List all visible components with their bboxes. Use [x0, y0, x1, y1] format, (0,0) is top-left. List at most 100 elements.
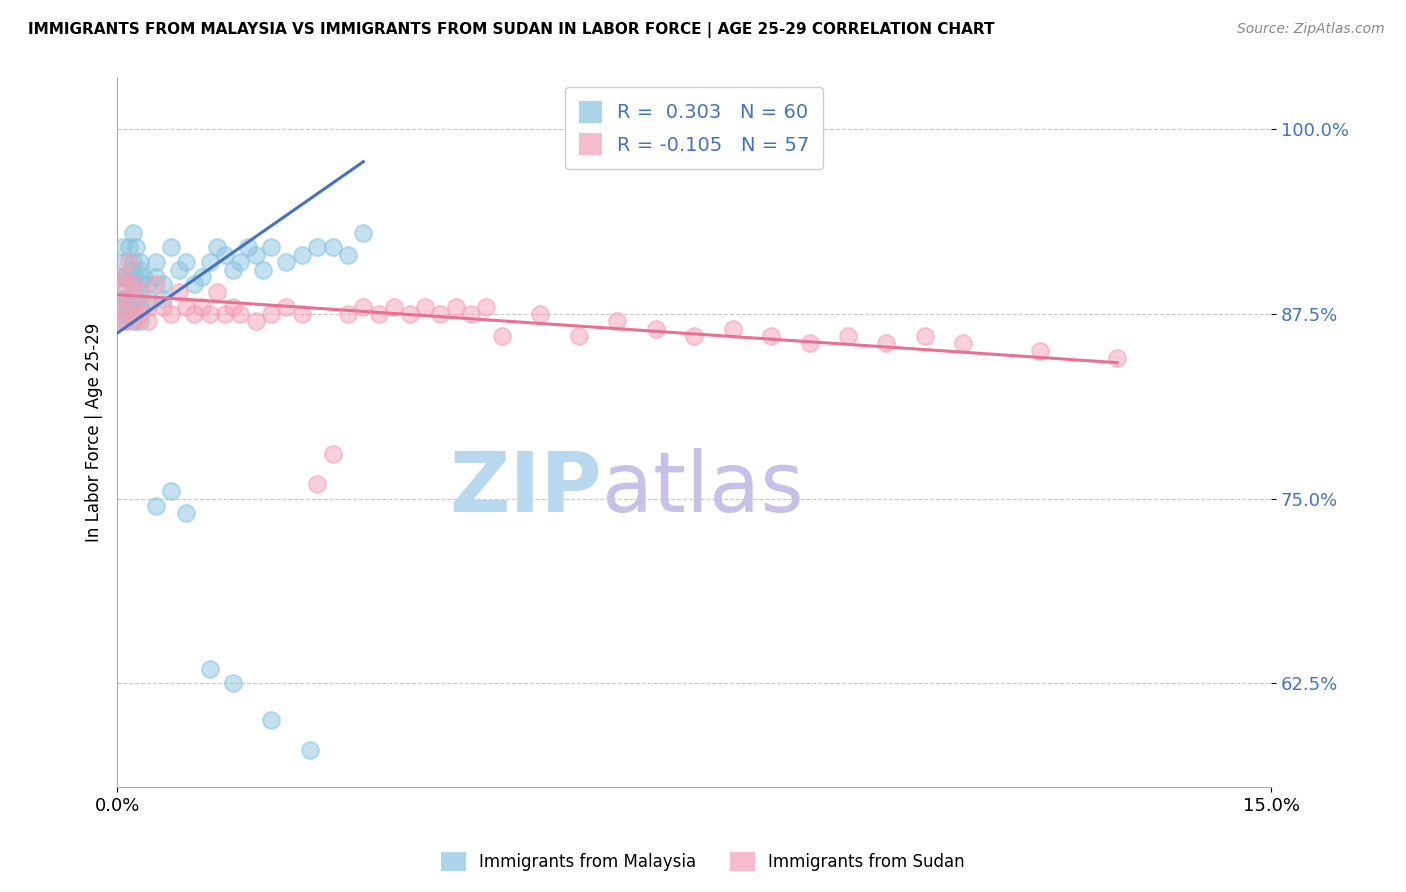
Immigrants from Sudan	[606, 314, 628, 328]
Text: ZIP: ZIP	[450, 449, 602, 529]
Immigrants from Malaysia	[236, 240, 259, 254]
Immigrants from Sudan	[160, 307, 183, 321]
Immigrants from Malaysia	[114, 307, 136, 321]
Immigrants from Sudan	[683, 329, 706, 343]
Immigrants from Sudan	[145, 277, 167, 292]
Immigrants from Malaysia	[352, 226, 374, 240]
Immigrants from Sudan	[568, 329, 591, 343]
Immigrants from Malaysia	[129, 300, 152, 314]
Immigrants from Malaysia	[115, 292, 138, 306]
Immigrants from Malaysia	[114, 277, 136, 292]
Immigrants from Malaysia	[121, 314, 143, 328]
Immigrants from Sudan	[221, 300, 243, 314]
Immigrants from Sudan	[121, 300, 143, 314]
Immigrants from Sudan	[336, 307, 359, 321]
Immigrants from Malaysia	[183, 277, 205, 292]
Immigrants from Malaysia	[167, 262, 190, 277]
Immigrants from Sudan	[1107, 351, 1129, 366]
Immigrants from Sudan	[875, 336, 897, 351]
Immigrants from Malaysia	[307, 240, 329, 254]
Immigrants from Sudan	[110, 314, 132, 328]
Immigrants from Malaysia	[112, 240, 135, 254]
Immigrants from Malaysia	[198, 662, 221, 676]
Immigrants from Sudan	[491, 329, 513, 343]
Immigrants from Sudan	[229, 307, 252, 321]
Immigrants from Malaysia	[229, 255, 252, 269]
Immigrants from Sudan	[260, 307, 283, 321]
Immigrants from Sudan	[1029, 343, 1052, 358]
Immigrants from Malaysia	[245, 248, 267, 262]
Immigrants from Sudan	[952, 336, 974, 351]
Immigrants from Malaysia	[221, 262, 243, 277]
Immigrants from Malaysia	[221, 676, 243, 690]
Immigrants from Sudan	[444, 300, 467, 314]
Text: atlas: atlas	[602, 449, 804, 529]
Immigrants from Malaysia	[276, 255, 298, 269]
Immigrants from Malaysia	[114, 314, 136, 328]
Immigrants from Malaysia	[160, 484, 183, 499]
Immigrants from Sudan	[205, 285, 228, 299]
Immigrants from Malaysia	[322, 240, 344, 254]
Immigrants from Malaysia	[108, 300, 131, 314]
Immigrants from Sudan	[382, 300, 405, 314]
Immigrants from Malaysia	[125, 240, 148, 254]
Immigrants from Sudan	[121, 277, 143, 292]
Immigrants from Sudan	[136, 300, 159, 314]
Immigrants from Malaysia	[176, 255, 198, 269]
Immigrants from Sudan	[152, 300, 174, 314]
Immigrants from Malaysia	[214, 248, 236, 262]
Immigrants from Malaysia	[129, 314, 152, 328]
Immigrants from Malaysia	[136, 292, 159, 306]
Immigrants from Malaysia	[120, 262, 142, 277]
Immigrants from Malaysia	[152, 292, 174, 306]
Immigrants from Malaysia	[145, 269, 167, 284]
Immigrants from Sudan	[245, 314, 267, 328]
Immigrants from Malaysia	[129, 255, 152, 269]
Legend: Immigrants from Malaysia, Immigrants from Sudan: Immigrants from Malaysia, Immigrants fro…	[433, 843, 973, 880]
Immigrants from Malaysia	[198, 255, 221, 269]
Immigrants from Malaysia	[118, 240, 141, 254]
Immigrants from Sudan	[167, 285, 190, 299]
Immigrants from Malaysia	[114, 255, 136, 269]
Immigrants from Malaysia	[291, 248, 314, 262]
Text: IMMIGRANTS FROM MALAYSIA VS IMMIGRANTS FROM SUDAN IN LABOR FORCE | AGE 25-29 COR: IMMIGRANTS FROM MALAYSIA VS IMMIGRANTS F…	[28, 22, 994, 38]
Immigrants from Malaysia	[260, 714, 283, 728]
Immigrants from Malaysia	[118, 300, 141, 314]
Text: Source: ZipAtlas.com: Source: ZipAtlas.com	[1237, 22, 1385, 37]
Immigrants from Sudan	[114, 277, 136, 292]
Immigrants from Malaysia	[121, 255, 143, 269]
Immigrants from Malaysia	[298, 743, 321, 757]
Immigrants from Sudan	[644, 321, 666, 335]
Immigrants from Malaysia	[122, 269, 145, 284]
Immigrants from Sudan	[176, 300, 198, 314]
Immigrants from Sudan	[136, 314, 159, 328]
Immigrants from Malaysia	[110, 269, 132, 284]
Immigrants from Sudan	[413, 300, 436, 314]
Immigrants from Malaysia	[121, 277, 143, 292]
Immigrants from Sudan	[198, 307, 221, 321]
Immigrants from Malaysia	[205, 240, 228, 254]
Legend: R =  0.303   N = 60, R = -0.105   N = 57: R = 0.303 N = 60, R = -0.105 N = 57	[565, 87, 824, 169]
Immigrants from Sudan	[307, 476, 329, 491]
Immigrants from Malaysia	[152, 277, 174, 292]
Immigrants from Malaysia	[121, 300, 143, 314]
Y-axis label: In Labor Force | Age 25-29: In Labor Force | Age 25-29	[86, 323, 103, 541]
Immigrants from Sudan	[475, 300, 498, 314]
Immigrants from Sudan	[114, 300, 136, 314]
Immigrants from Sudan	[529, 307, 551, 321]
Immigrants from Malaysia	[260, 240, 283, 254]
Immigrants from Sudan	[129, 307, 152, 321]
Immigrants from Malaysia	[145, 499, 167, 513]
Immigrants from Sudan	[322, 447, 344, 461]
Immigrants from Sudan	[460, 307, 482, 321]
Immigrants from Malaysia	[191, 269, 214, 284]
Immigrants from Sudan	[125, 314, 148, 328]
Immigrants from Malaysia	[160, 240, 183, 254]
Immigrants from Sudan	[759, 329, 782, 343]
Immigrants from Sudan	[291, 307, 314, 321]
Immigrants from Malaysia	[336, 248, 359, 262]
Immigrants from Sudan	[118, 255, 141, 269]
Immigrants from Malaysia	[125, 292, 148, 306]
Immigrants from Sudan	[837, 329, 859, 343]
Immigrants from Sudan	[108, 292, 131, 306]
